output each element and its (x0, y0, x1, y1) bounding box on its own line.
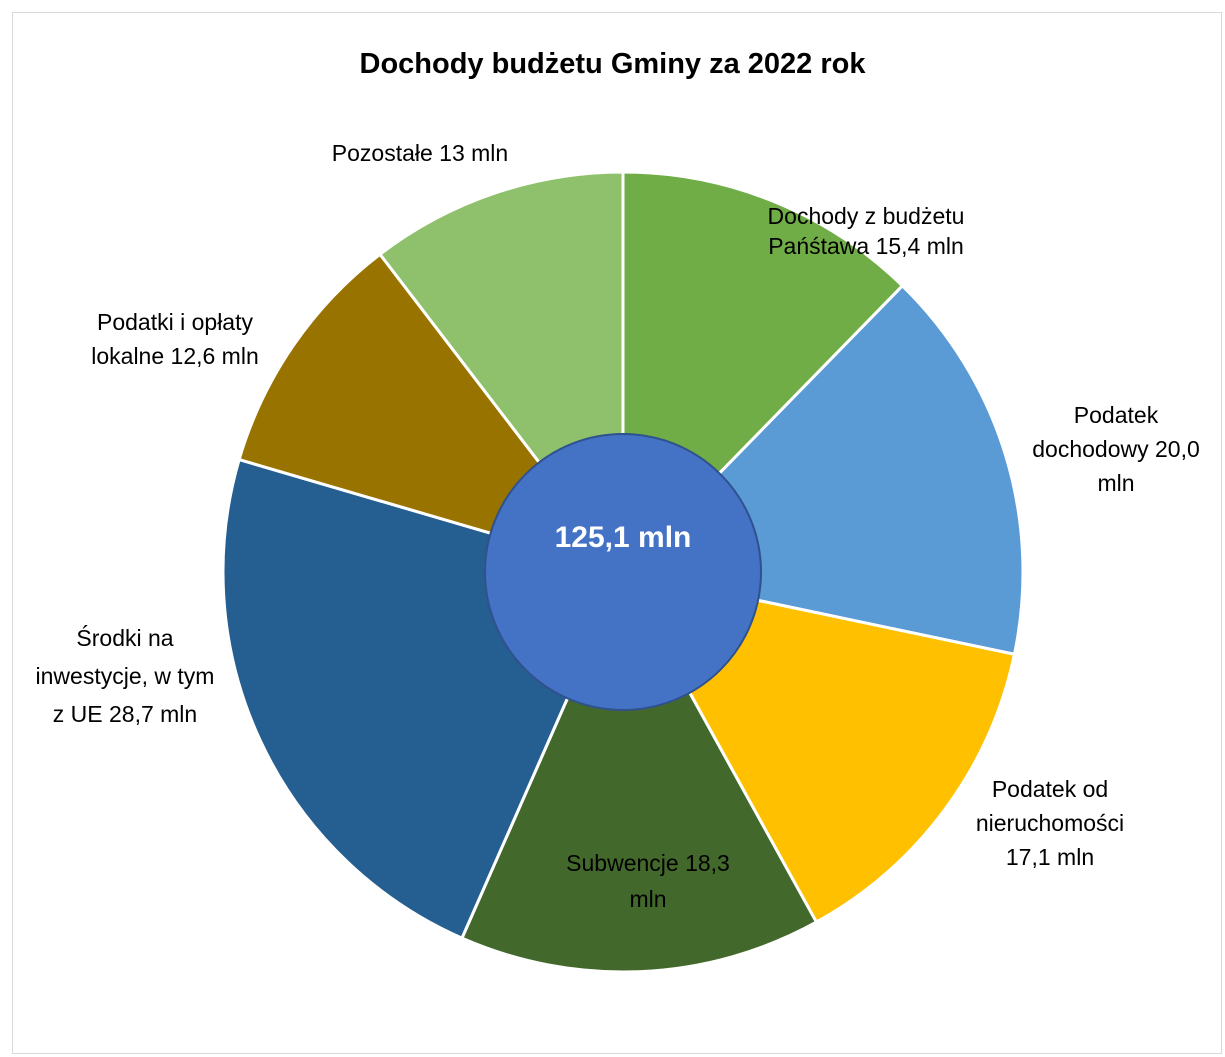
slice-label-3: Podatek od nieruchomości 17,1 mln (976, 776, 1124, 870)
slice-label-6: Podatki i opłaty lokalne 12,6 mln (91, 309, 259, 369)
center-total-label: 125,1 mln (555, 521, 692, 554)
slice-label-5: Środki na inwestycje, w tym z UE 28,7 mln (36, 624, 215, 727)
slice-label-4: Subwencje 18,3 mln (566, 850, 730, 912)
center-circle (484, 433, 762, 711)
chart-title: Dochody budżetu Gminy za 2022 rok (359, 48, 866, 80)
pie-slice-4 (459, 568, 819, 974)
slice-label-7: Pozostałe 13 mln (332, 140, 508, 166)
slice-label-2: Podatek dochodowy 20,0 mln (1032, 402, 1200, 496)
slice-label-1: Dochody z budżetu Pańśtawa 15,4 mln (768, 203, 965, 259)
